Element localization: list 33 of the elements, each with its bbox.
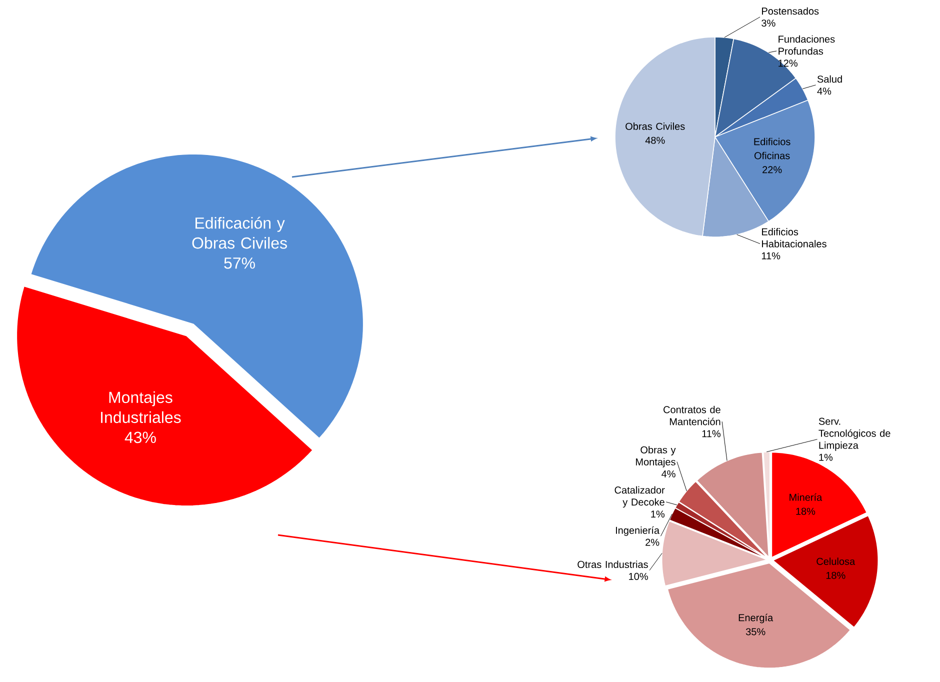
data-label: 3% bbox=[762, 20, 776, 27]
data-label: 48% bbox=[645, 136, 665, 144]
slice-label: Salud bbox=[817, 75, 842, 83]
slice-label: Celulosa bbox=[816, 558, 856, 565]
slice-label: Fundaciones Profundas bbox=[778, 35, 835, 55]
slice-label: Edificios Habitacionales bbox=[762, 228, 826, 248]
data-label: 1% bbox=[819, 454, 833, 461]
slice-label: Catalizador y Decoke bbox=[614, 486, 665, 508]
data-label: 35% bbox=[746, 628, 766, 636]
data-label: 10% bbox=[629, 572, 648, 580]
slice-label: Serv. Tecnológicos de Limpieza bbox=[818, 418, 890, 451]
slice-label: Contratos de Mantención bbox=[664, 406, 720, 426]
data-label: 11% bbox=[762, 252, 780, 260]
slice-label: Edificios Oficinas bbox=[754, 138, 790, 160]
slice-label: Montajes Industriales bbox=[101, 391, 181, 424]
data-label: 57% bbox=[224, 257, 255, 269]
slice-label: Minería bbox=[790, 493, 822, 501]
data-label: 18% bbox=[826, 572, 846, 579]
slice-label: Postensados bbox=[762, 7, 819, 15]
data-label: 18% bbox=[796, 508, 816, 515]
slice-label: Obras y Montajes bbox=[636, 446, 676, 468]
slice-label: Energía bbox=[738, 614, 774, 624]
slice-label: Obras Civiles bbox=[626, 122, 685, 130]
slice-label: Otras Industrias bbox=[578, 560, 648, 568]
data-label: 22% bbox=[762, 166, 782, 174]
data-label: 43% bbox=[124, 432, 156, 444]
slice-label: Ingeniería bbox=[616, 526, 660, 536]
data-label: 4% bbox=[817, 88, 832, 95]
data-label: 1% bbox=[651, 510, 665, 518]
data-label: 4% bbox=[662, 470, 676, 478]
data-label: 11% bbox=[702, 430, 721, 438]
slice-label: Edificación y Obras Civiles bbox=[192, 216, 287, 249]
data-label: 2% bbox=[646, 538, 660, 546]
